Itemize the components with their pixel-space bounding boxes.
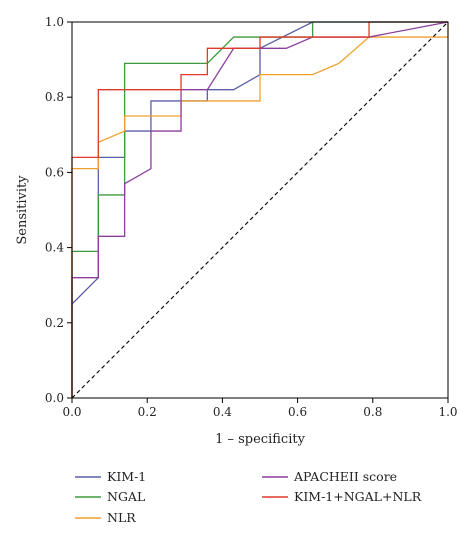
series-line-1 <box>71 21 448 305</box>
legend-label: NGAL <box>107 489 145 504</box>
legend-label: KIM-1 <box>107 469 146 484</box>
y-tick-label: 0.6 <box>45 165 64 179</box>
series-line-2 <box>71 21 448 398</box>
plot-lines <box>71 21 449 398</box>
y-axis-label: Sensitivity <box>15 175 30 245</box>
plot-frame <box>71 21 449 399</box>
y-tick-label: 0.4 <box>45 241 64 255</box>
x-tick-label: 0.4 <box>213 405 232 419</box>
series-line-5 <box>71 21 448 398</box>
x-axis-label: 1 – specificity <box>215 432 305 447</box>
y-tick-label: 1.0 <box>45 15 64 29</box>
x-tick-label: 0.2 <box>138 405 157 419</box>
reference-diagonal-line <box>71 21 449 399</box>
y-tick-label: 0.2 <box>45 316 64 330</box>
x-tick-label: 0.8 <box>363 405 382 419</box>
x-tick-label: 0.6 <box>288 405 307 419</box>
axes <box>71 21 449 399</box>
axis-ticks: 0.0 0.2 0.4 0.6 0.8 1.0 0.0 0.2 0.4 0.6 0.8 1.0 <box>45 15 458 419</box>
x-tick-label: 1.0 <box>438 405 457 419</box>
legend-label: NLR <box>107 510 136 525</box>
legend-label: APACHEII score <box>293 469 397 484</box>
x-tick-label: 0.0 <box>62 405 81 419</box>
y-tick-label: 0.8 <box>45 90 64 104</box>
series-line-4 <box>71 21 449 398</box>
legend: KIM-1 NGAL NLR APACHEII score KIM-1+NGAL+NLR <box>75 469 422 525</box>
y-tick-label: 0.0 <box>45 391 64 405</box>
legend-label: KIM-1+NGAL+NLR <box>294 489 422 504</box>
